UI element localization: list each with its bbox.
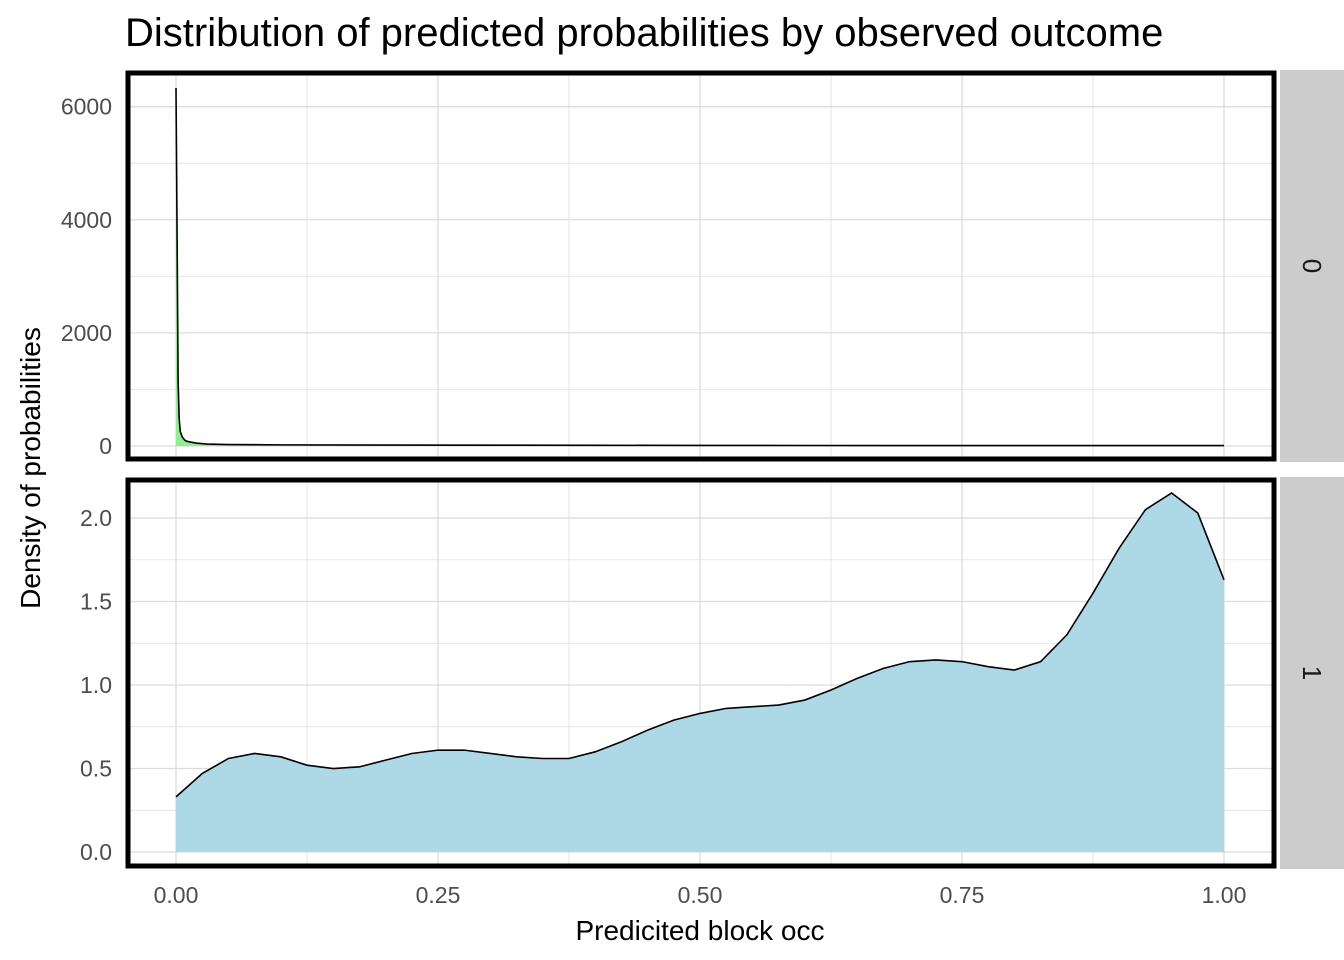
y-tick-label: 1.0 <box>80 672 112 698</box>
facet-strip-label: 0 <box>1297 259 1327 273</box>
panel-border <box>125 70 1277 462</box>
facet-strip <box>1280 70 1344 462</box>
x-tick-label: 0.00 <box>154 882 199 908</box>
y-tick-label: 2000 <box>61 320 112 346</box>
facet-panel-1: 0.0 0.5 1.0 1.5 2.0 1 <box>80 477 1344 869</box>
density-line-1 <box>175 492 1225 798</box>
y-axis-title: Density of probabilities <box>15 327 46 609</box>
plot-layer: 0 2000 4000 6000 0 0.0 0.5 1.0 1.5 2.0 1 0.00 0.25 0.… <box>61 70 1344 908</box>
facet-strip <box>1280 477 1344 869</box>
y-tick-label: 6000 <box>61 94 112 120</box>
facet-panel-0: 0 2000 4000 6000 0 <box>61 70 1344 462</box>
density-area-1 <box>176 493 1224 852</box>
x-tick-label: 1.00 <box>1202 882 1247 908</box>
facet-strip-label: 1 <box>1297 666 1327 680</box>
x-tick-label: 0.25 <box>416 882 461 908</box>
chart-title: Distribution of predicted probabilities … <box>125 11 1163 55</box>
x-tick-label: 0.50 <box>678 882 723 908</box>
y-tick-label: 4000 <box>61 207 112 233</box>
x-tick-label: 0.75 <box>940 882 985 908</box>
y-tick-label: 1.5 <box>80 589 112 615</box>
y-tick-label: 0 <box>99 433 112 459</box>
y-tick-label: 2.0 <box>80 505 112 531</box>
y-tick-label: 0.5 <box>80 756 112 782</box>
y-tick-label: 0.0 <box>80 839 112 865</box>
x-axis-title: Predicited block occ <box>575 915 824 946</box>
density-line-0 <box>175 87 1224 447</box>
panel-border <box>125 477 1277 869</box>
